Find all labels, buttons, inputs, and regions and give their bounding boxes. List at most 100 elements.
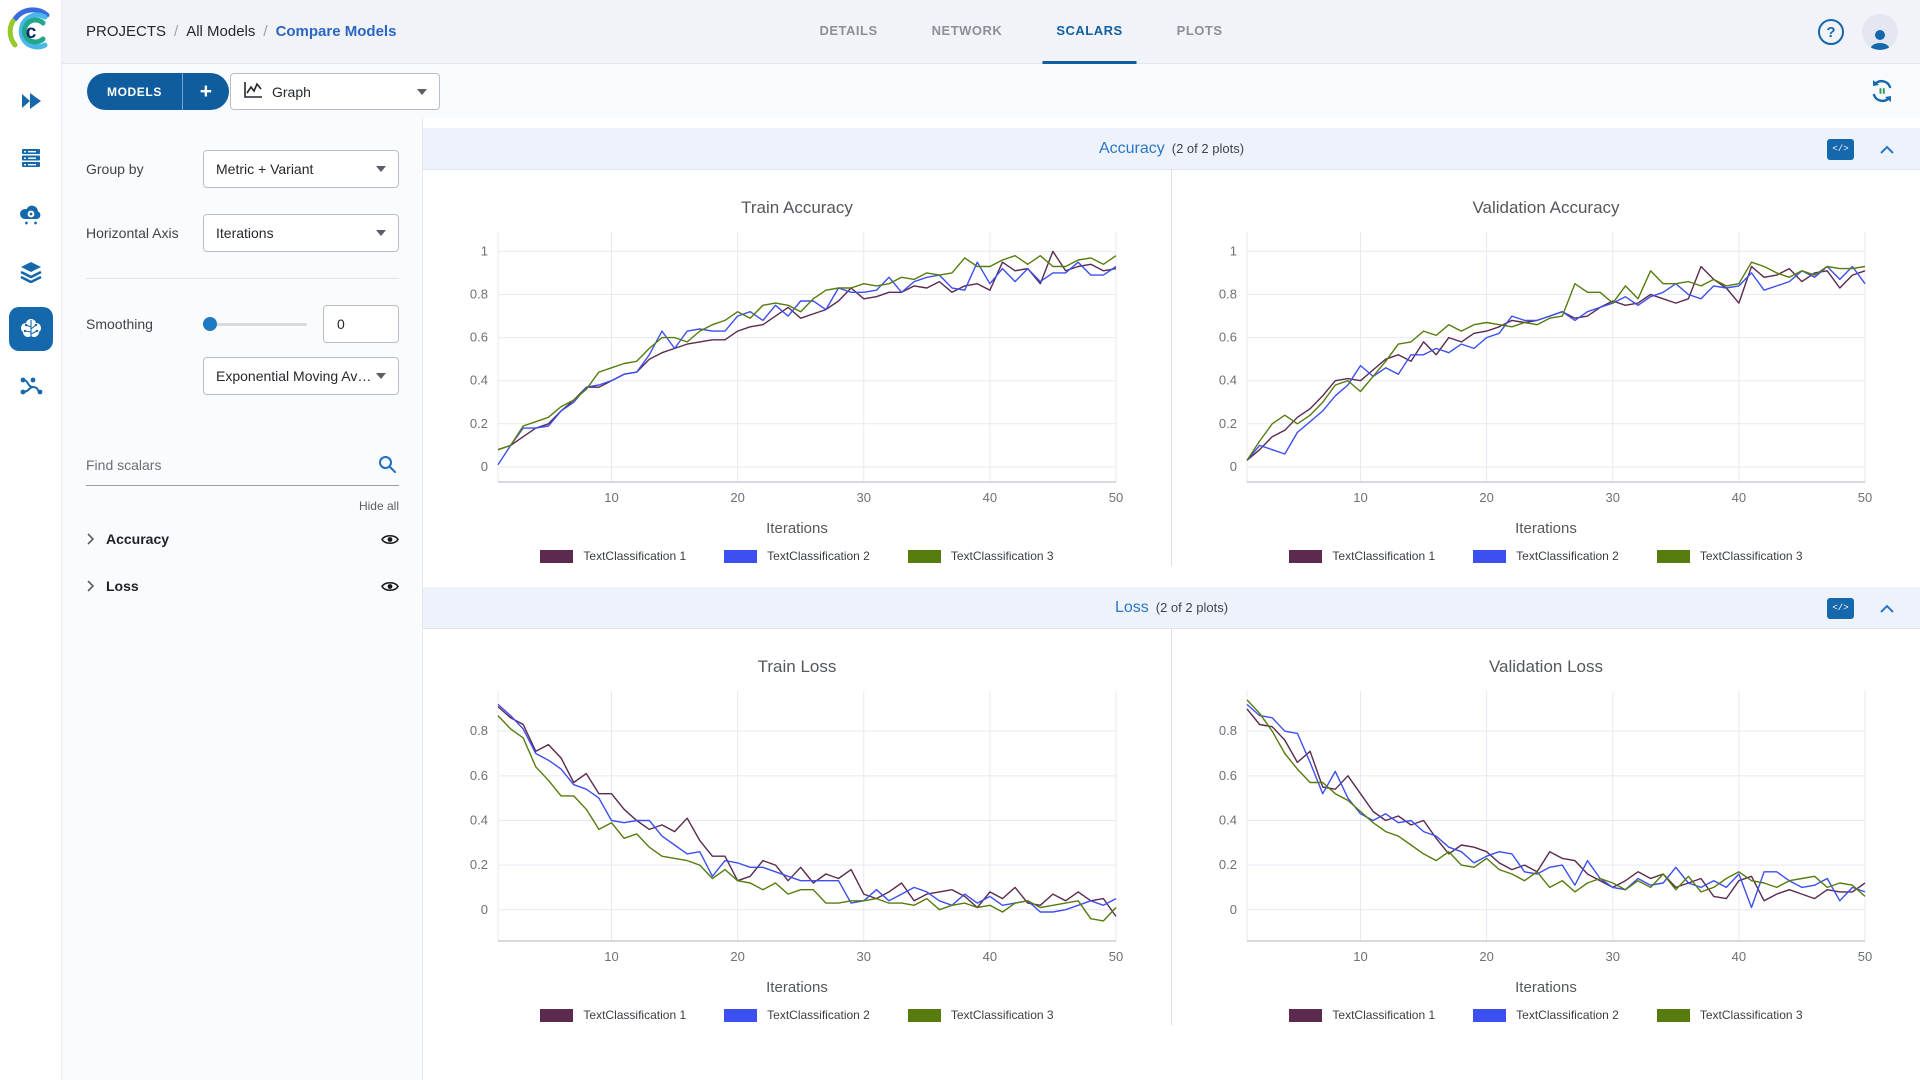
metric-row-loss[interactable]: Loss bbox=[86, 565, 399, 607]
y-tick-label: 0.2 bbox=[1219, 416, 1237, 431]
x-tick-label: 30 bbox=[1606, 490, 1620, 505]
x-tick-label: 20 bbox=[730, 949, 744, 964]
legend-swatch bbox=[1656, 1008, 1690, 1022]
clearml-logo[interactable]: c bbox=[5, 5, 57, 57]
smoothing-value-input[interactable] bbox=[323, 305, 399, 343]
embed-code-button[interactable]: </> bbox=[1827, 597, 1854, 619]
legend-item[interactable]: TextClassification 1 bbox=[1289, 1005, 1435, 1025]
legend-item[interactable]: TextClassification 3 bbox=[907, 1005, 1054, 1025]
legend-item[interactable]: TextClassification 1 bbox=[540, 1005, 686, 1025]
chart-x-axis-label: Iterations bbox=[766, 520, 828, 537]
chart-plot-area[interactable]: 0 0.2 0.4 0.6 0.8 10 20 30 40 50 bbox=[1181, 681, 1911, 973]
legend-item[interactable]: TextClassification 2 bbox=[1473, 1005, 1619, 1025]
collapse-section-icon[interactable] bbox=[1880, 604, 1894, 613]
hide-all-button[interactable]: Hide all bbox=[358, 499, 399, 513]
chart-title: Validation Loss bbox=[1488, 657, 1604, 676]
sidebar-item-getting-started[interactable] bbox=[9, 79, 53, 123]
smoothing-type-select[interactable]: Exponential Moving Av… bbox=[203, 357, 399, 395]
legend-item[interactable]: TextClassification 2 bbox=[724, 1005, 870, 1025]
series-line bbox=[1246, 708, 1866, 902]
models-split-button: MODELS + bbox=[87, 73, 229, 110]
y-tick-label: 0 bbox=[481, 902, 488, 917]
legend-label: TextClassification 2 bbox=[1516, 1008, 1619, 1022]
breadcrumb-all-models[interactable]: All Models bbox=[186, 23, 256, 40]
y-tick-label: 0 bbox=[1230, 459, 1237, 474]
series-line bbox=[1246, 265, 1866, 461]
legend-item[interactable]: TextClassification 3 bbox=[1656, 546, 1803, 566]
group-by-select[interactable]: Metric + Variant bbox=[203, 150, 399, 188]
eye-icon[interactable] bbox=[381, 580, 399, 593]
chart-x-axis-label: Iterations bbox=[1515, 979, 1577, 996]
legend-item[interactable]: TextClassification 2 bbox=[1473, 546, 1619, 566]
legend-item[interactable]: TextClassification 3 bbox=[1656, 1005, 1803, 1025]
user-avatar[interactable] bbox=[1862, 14, 1898, 50]
tab-details[interactable]: DETAILS bbox=[819, 23, 878, 38]
scalars-toolbar: MODELS + Graph bbox=[62, 64, 1920, 118]
y-tick-label: 0.8 bbox=[1219, 723, 1237, 738]
legend-item[interactable]: TextClassification 3 bbox=[907, 546, 1054, 566]
train-loss-chart: Train Loss 0 0.2 0.4 0.6 0.8 10 20 30 40 50 Itera… bbox=[423, 629, 1172, 1025]
y-tick-label: 0 bbox=[481, 459, 488, 474]
legend-item[interactable]: TextClassification 2 bbox=[724, 546, 870, 566]
x-tick-label: 10 bbox=[1353, 949, 1367, 964]
chart-title: Train Accuracy bbox=[741, 198, 853, 217]
x-tick-label: 10 bbox=[604, 949, 618, 964]
y-tick-label: 0.2 bbox=[470, 857, 488, 872]
chart-title: Train Loss bbox=[757, 657, 837, 676]
y-tick-label: 0.6 bbox=[470, 330, 488, 345]
person-icon bbox=[1870, 30, 1890, 50]
x-tick-label: 40 bbox=[1732, 490, 1746, 505]
y-tick-label: 0.8 bbox=[470, 723, 488, 738]
smoothing-slider[interactable] bbox=[203, 317, 307, 331]
x-tick-label: 50 bbox=[1109, 949, 1123, 964]
view-mode-select[interactable]: Graph bbox=[230, 73, 440, 110]
y-tick-label: 0.8 bbox=[1219, 287, 1237, 302]
sidebar-item-workers[interactable] bbox=[9, 193, 53, 237]
search-icon[interactable] bbox=[377, 454, 397, 479]
legend-item[interactable]: TextClassification 1 bbox=[540, 546, 686, 566]
slider-thumb[interactable] bbox=[203, 317, 217, 331]
breadcrumb: PROJECTS / All Models / Compare Models bbox=[86, 23, 396, 40]
metric-row-accuracy[interactable]: Accuracy bbox=[86, 518, 399, 560]
chart-plot-area[interactable]: 0 0.2 0.4 0.6 0.8 1 10 20 30 40 50 bbox=[432, 222, 1162, 514]
legend-swatch bbox=[907, 549, 941, 563]
models-button[interactable]: MODELS bbox=[107, 84, 162, 99]
horizontal-axis-select[interactable]: Iterations bbox=[203, 214, 399, 252]
sidebar-item-queues[interactable] bbox=[9, 136, 53, 180]
scalars-settings-panel: Group by Metric + Variant Horizontal Axi… bbox=[62, 118, 423, 1080]
series-line bbox=[1246, 265, 1866, 461]
eye-icon[interactable] bbox=[381, 533, 399, 546]
loss-section: Loss (2 of 2 plots) </> Train Loss 0 0.2 0… bbox=[423, 587, 1920, 1025]
chevron-down-icon bbox=[376, 373, 386, 379]
cloud-gear-icon bbox=[19, 204, 43, 226]
sidebar-item-models[interactable] bbox=[8, 307, 53, 351]
y-tick-label: 0.6 bbox=[1219, 330, 1237, 345]
tab-scalars[interactable]: SCALARS bbox=[1042, 0, 1137, 64]
chevron-down-icon bbox=[376, 230, 386, 236]
add-model-button[interactable]: + bbox=[181, 73, 229, 110]
tab-network[interactable]: NETWORK bbox=[931, 23, 1003, 38]
chart-plot-area[interactable]: 0 0.2 0.4 0.6 0.8 10 20 30 40 50 bbox=[432, 681, 1162, 973]
find-scalars-input[interactable] bbox=[86, 457, 399, 473]
chart-x-axis-label: Iterations bbox=[766, 979, 828, 996]
legend-label: TextClassification 3 bbox=[1699, 1008, 1803, 1022]
series-line bbox=[497, 703, 1117, 913]
sidebar-item-datasets[interactable] bbox=[9, 250, 53, 294]
sidebar-item-pipelines[interactable] bbox=[9, 364, 53, 408]
help-icon[interactable]: ? bbox=[1818, 19, 1844, 45]
chevron-right-icon bbox=[86, 580, 95, 592]
refresh-icon[interactable] bbox=[1870, 79, 1894, 103]
x-tick-label: 10 bbox=[604, 490, 618, 505]
layers-icon bbox=[19, 261, 43, 283]
section-title[interactable]: Loss bbox=[1114, 598, 1149, 616]
embed-code-button[interactable]: </> bbox=[1827, 138, 1854, 160]
collapse-section-icon[interactable] bbox=[1880, 145, 1894, 154]
breadcrumb-projects[interactable]: PROJECTS bbox=[86, 23, 167, 40]
legend-label: TextClassification 3 bbox=[1699, 549, 1803, 563]
chart-x-axis-label: Iterations bbox=[1515, 520, 1577, 537]
chart-plot-area[interactable]: 0 0.2 0.4 0.6 0.8 1 10 20 30 40 50 bbox=[1181, 222, 1911, 514]
tab-plots[interactable]: PLOTS bbox=[1176, 23, 1223, 38]
server-stack-icon bbox=[20, 147, 42, 169]
legend-item[interactable]: TextClassification 1 bbox=[1289, 546, 1435, 566]
section-title[interactable]: Accuracy bbox=[1098, 139, 1165, 157]
